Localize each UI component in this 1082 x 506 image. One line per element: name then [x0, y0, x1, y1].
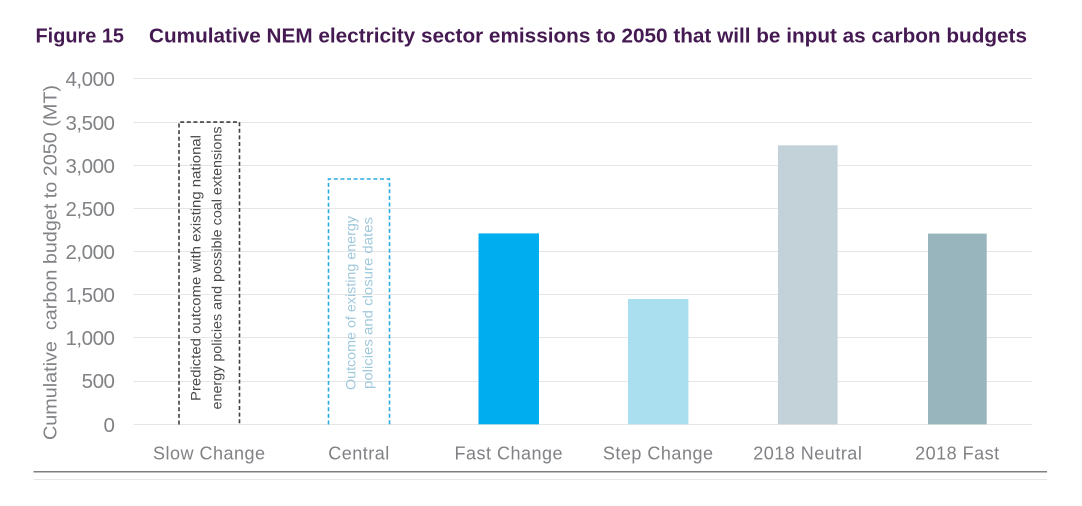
svg-text:3,500: 3,500	[65, 112, 114, 135]
svg-text:1,500: 1,500	[65, 284, 114, 307]
svg-text:policies and closure dates: policies and closure dates	[361, 217, 376, 389]
svg-text:1,000: 1,000	[65, 327, 114, 350]
svg-text:Slow Change: Slow Change	[153, 443, 266, 463]
svg-text:2018 Neutral: 2018 Neutral	[753, 443, 862, 463]
svg-text:Central: Central	[328, 443, 390, 463]
svg-text:energy policies and possible c: energy policies and possible coal extens…	[210, 126, 225, 409]
svg-text:2,000: 2,000	[65, 241, 114, 264]
svg-text:Cumulative carbon budget to 2: Cumulative carbon budget to 2050 (MT)	[40, 85, 61, 440]
svg-text:Predicted outcome with existin: Predicted outcome with existing national	[189, 135, 204, 401]
svg-text:Outcome of existing energy: Outcome of existing energy	[344, 216, 359, 390]
svg-text:0: 0	[104, 414, 115, 437]
svg-text:3,000: 3,000	[65, 155, 114, 178]
svg-text:Cumulative NEM electricity sec: Cumulative NEM electricity sector emissi…	[149, 26, 1027, 48]
svg-text:Figure 15: Figure 15	[36, 26, 125, 48]
svg-text:4,000: 4,000	[65, 68, 114, 91]
svg-text:Fast Change: Fast Change	[454, 443, 563, 463]
svg-text:2,500: 2,500	[65, 198, 114, 221]
svg-text:Step Change: Step Change	[603, 443, 714, 463]
svg-text:2018 Fast: 2018 Fast	[915, 443, 1000, 463]
svg-text:500: 500	[82, 370, 115, 393]
